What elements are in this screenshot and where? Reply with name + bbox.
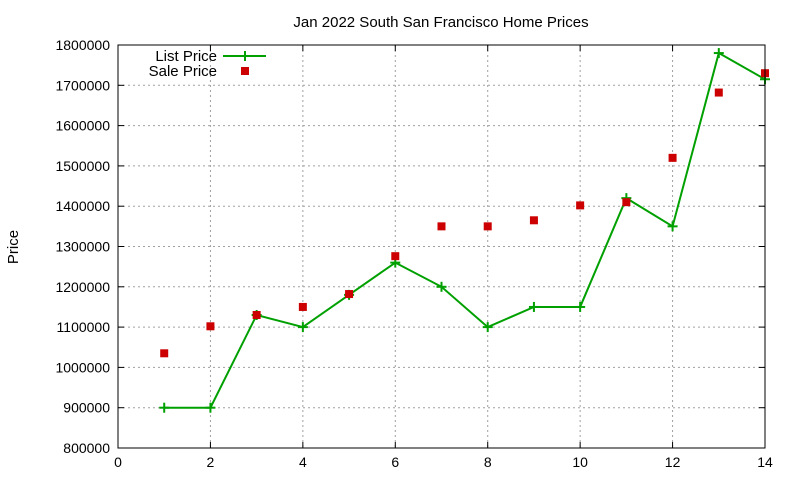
y-tick-label: 1500000 — [55, 158, 110, 174]
x-tick-label: 8 — [484, 454, 492, 470]
x-tick-label: 10 — [572, 454, 588, 470]
list-price-line — [164, 51, 766, 409]
sale-price-point — [668, 153, 677, 162]
plot-frame — [117, 44, 766, 449]
sale-price-point — [391, 252, 400, 261]
x-tick-label: 4 — [299, 454, 307, 470]
sale-price-point — [206, 322, 215, 331]
list-price-point — [528, 301, 539, 312]
y-tick-label: 1100000 — [57, 319, 111, 335]
sale-price-point — [298, 302, 307, 311]
legend-label-sale-price: Sale Price — [149, 63, 217, 80]
sale-price-point — [483, 222, 492, 231]
list-price-point — [436, 281, 447, 292]
axis-ticks: 0 2 4 6 8 10 12 14 800000 900000 1000000 1100000 120… — [55, 37, 773, 470]
x-tick-label: 2 — [207, 454, 215, 470]
chart-title: Jan 2022 South San Francisco Home Prices — [293, 14, 588, 31]
x-tick-label: 12 — [665, 454, 681, 470]
sale-price-point — [252, 311, 261, 320]
y-tick-label: 1200000 — [55, 279, 110, 295]
x-tick-label: 6 — [391, 454, 399, 470]
x-tick-label: 14 — [757, 454, 773, 470]
grid — [118, 45, 765, 448]
list-price-point — [482, 322, 493, 333]
list-price-point — [159, 402, 170, 413]
y-tick-label: 1400000 — [55, 198, 110, 214]
list-price-point — [205, 402, 216, 413]
sale-price-point — [437, 222, 446, 231]
y-tick-label: 800000 — [63, 440, 110, 456]
y-tick-label: 1600000 — [55, 118, 110, 134]
legend-marker-sale-price — [241, 67, 249, 75]
sale-price-point — [160, 349, 169, 358]
sale-price-point — [576, 201, 585, 210]
sale-price-point — [345, 290, 354, 299]
list-price-point — [667, 221, 678, 232]
y-tick-label: 1000000 — [55, 359, 110, 375]
y-axis-label: Price — [5, 230, 22, 264]
y-tick-label: 1300000 — [55, 239, 110, 255]
sale-price-point — [622, 198, 631, 207]
list-price-point — [297, 322, 308, 333]
series-layer — [159, 48, 770, 413]
x-tick-label: 0 — [114, 454, 122, 470]
legend: List Price Sale Price — [149, 48, 266, 80]
sale-price-point — [714, 88, 723, 97]
legend-label-list-price: List Price — [155, 48, 217, 65]
y-tick-label: 1800000 — [55, 37, 110, 53]
sale-price-point — [529, 216, 538, 225]
list-price-point — [713, 48, 724, 59]
list-price-point — [575, 301, 586, 312]
y-tick-label: 900000 — [63, 400, 110, 416]
y-tick-label: 1700000 — [55, 77, 110, 93]
